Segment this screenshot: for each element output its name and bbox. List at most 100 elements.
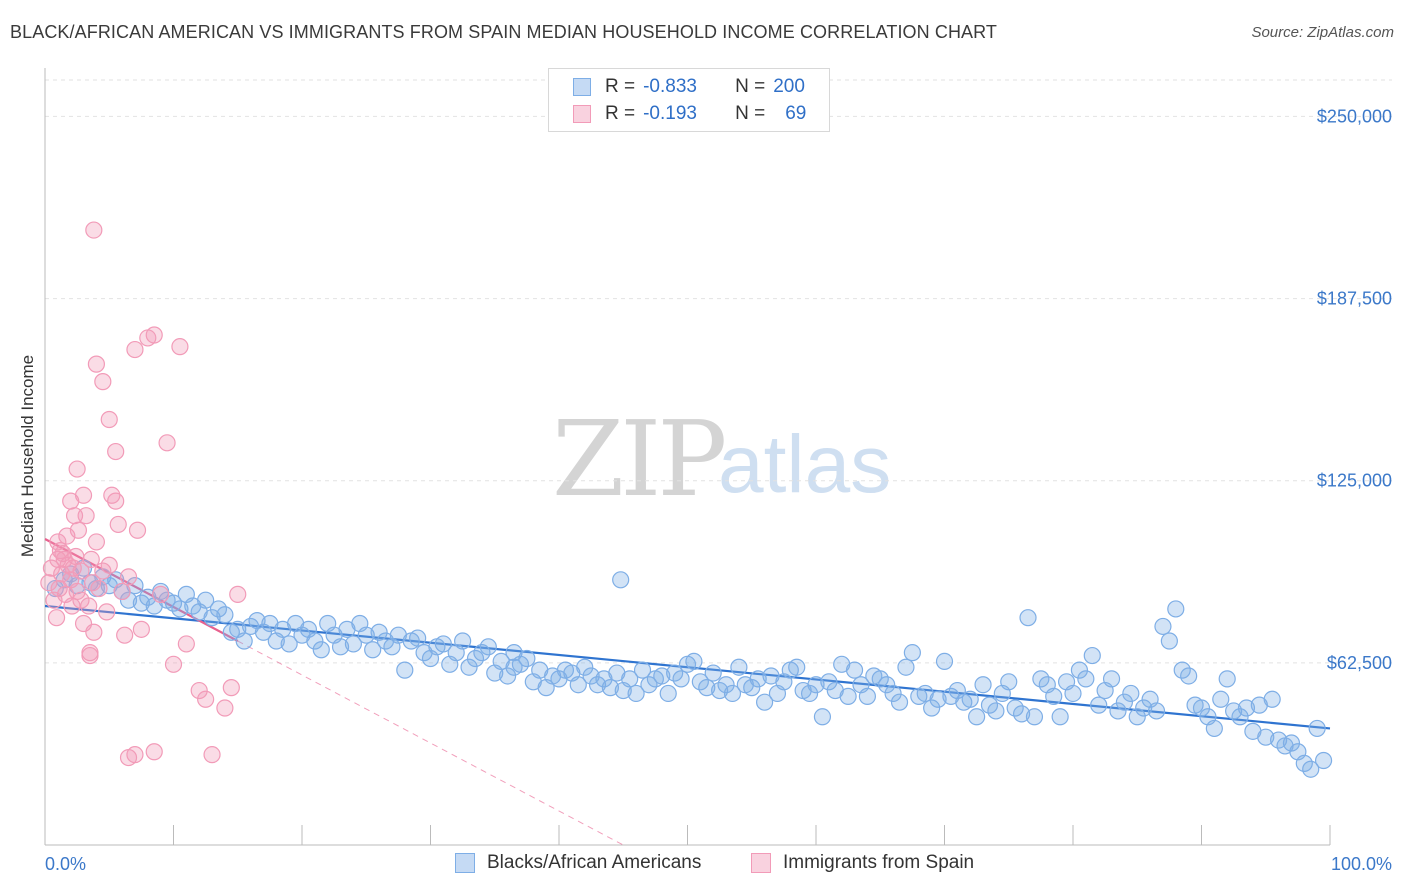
point-blacks <box>633 661 652 679</box>
point-spain <box>68 582 86 601</box>
point-blacks <box>344 635 362 653</box>
point-spain <box>51 542 70 560</box>
point-spain <box>164 655 183 673</box>
point-spain <box>87 533 106 551</box>
point-blacks <box>1064 684 1082 703</box>
point-blacks <box>845 661 864 679</box>
point-spain <box>177 635 195 653</box>
point-blacks <box>1237 699 1256 717</box>
point-blacks <box>434 635 452 653</box>
point-blacks <box>698 679 716 697</box>
point-blacks <box>987 702 1005 720</box>
point-blacks <box>203 609 221 627</box>
point-spain <box>47 609 66 627</box>
point-blacks <box>627 684 645 703</box>
point-spain <box>152 585 170 603</box>
point-spain <box>94 373 112 391</box>
point-spain <box>94 562 112 580</box>
trend-extension-spain <box>237 640 624 846</box>
axis-labels: $62,500 $125,000 $187,500 $250,000 0.0% 100.0… <box>18 106 1392 874</box>
point-blacks <box>1045 687 1063 705</box>
point-blacks <box>280 635 298 653</box>
axes <box>44 68 1331 846</box>
point-blacks <box>576 658 594 676</box>
point-blacks <box>370 623 388 641</box>
point-blacks <box>171 600 189 618</box>
point-spain <box>132 620 150 638</box>
point-blacks <box>306 632 324 650</box>
r-value: -0.833 <box>643 76 697 97</box>
watermark-zip: ZIP <box>552 398 727 520</box>
legend-item-spain[interactable]: Immigrants from Spain <box>751 852 974 874</box>
point-blacks <box>1225 702 1243 720</box>
point-spain <box>171 338 189 356</box>
point-blacks <box>1000 673 1018 691</box>
stats-legend: R = -0.833 N = 200 R = -0.193 N = 69 <box>548 68 830 132</box>
point-blacks <box>119 591 138 609</box>
point-blacks <box>1218 670 1236 688</box>
point-spain <box>87 355 106 373</box>
point-blacks <box>1173 661 1191 679</box>
point-blacks <box>1147 702 1166 720</box>
point-spain <box>113 582 131 601</box>
point-spain <box>107 442 125 461</box>
point-blacks <box>723 684 742 703</box>
point-blacks <box>588 676 607 694</box>
point-blacks <box>601 679 620 697</box>
point-blacks <box>1006 699 1024 717</box>
n-value: 69 <box>785 103 807 124</box>
point-blacks <box>1295 754 1313 773</box>
point-blacks <box>1160 632 1178 650</box>
point-spain <box>55 550 73 569</box>
point-blacks <box>1051 708 1069 726</box>
r-label: R = <box>605 76 636 97</box>
point-spain <box>72 591 90 609</box>
point-blacks <box>890 693 909 711</box>
point-spain <box>100 410 118 429</box>
point-blacks <box>755 693 774 711</box>
point-spain <box>190 681 208 700</box>
point-spain <box>42 559 61 577</box>
point-spain <box>85 623 103 641</box>
point-blacks <box>1314 751 1333 770</box>
point-spain <box>203 746 221 764</box>
legend-item-blacks[interactable]: Blacks/African Americans <box>455 852 701 874</box>
blue-swatch <box>573 78 591 96</box>
point-spain <box>145 743 163 761</box>
point-blacks <box>1128 708 1146 726</box>
point-blacks <box>1154 617 1172 636</box>
point-blacks <box>974 676 992 694</box>
point-blacks <box>612 571 630 589</box>
point-spain <box>98 603 116 621</box>
x-tick-label: 100.0% <box>1331 854 1392 874</box>
point-blacks <box>653 667 671 685</box>
point-blacks <box>1019 609 1037 627</box>
point-spain <box>85 221 103 239</box>
point-blacks <box>1302 760 1320 778</box>
point-blacks <box>1282 734 1301 752</box>
point-spain <box>126 340 144 359</box>
point-blacks <box>1205 719 1223 738</box>
point-blacks <box>717 676 735 694</box>
point-blacks <box>1212 690 1230 708</box>
point-blacks <box>749 670 767 688</box>
point-spain <box>77 507 95 525</box>
point-blacks <box>216 606 234 624</box>
point-blacks <box>807 676 825 694</box>
r-value: -0.193 <box>643 103 697 124</box>
point-blacks <box>254 623 273 641</box>
y-tick-label: $125,000 <box>1317 471 1392 491</box>
series-legend: Blacks/African Americans Immigrants from… <box>0 852 1406 878</box>
point-blacks <box>935 652 954 671</box>
point-spain <box>64 559 82 577</box>
blue-swatch <box>455 853 475 873</box>
stats-row-spain: R = -0.193 N = 69 <box>573 101 806 127</box>
point-blacks <box>659 684 677 703</box>
point-spain <box>107 492 125 510</box>
point-blacks <box>505 644 523 662</box>
point-blacks <box>1070 661 1089 679</box>
point-spain <box>222 679 240 697</box>
point-blacks <box>691 673 709 691</box>
point-blacks <box>569 676 587 694</box>
y-tick-label: $62,500 <box>1327 653 1392 673</box>
